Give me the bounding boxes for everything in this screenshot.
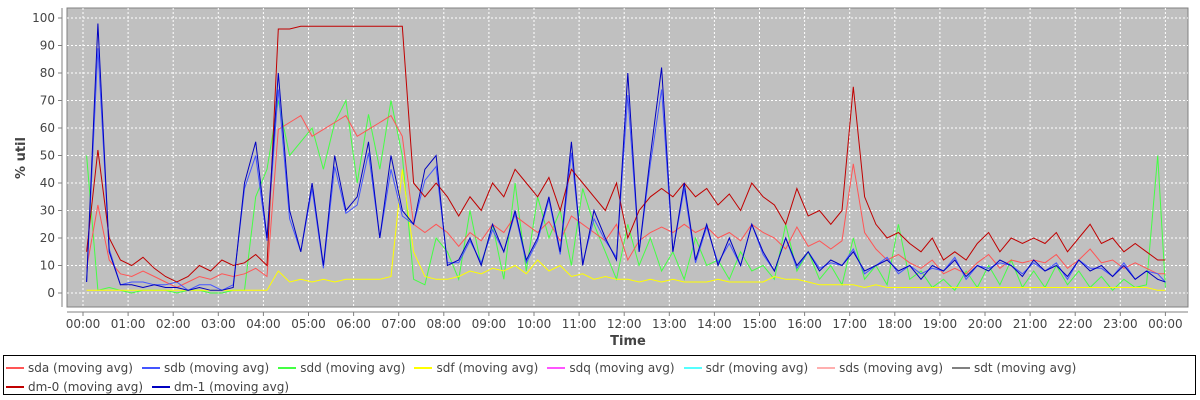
legend-swatch	[817, 366, 836, 369]
y-tick-label: 60	[40, 121, 55, 135]
x-tick-label: 21:00	[1013, 317, 1048, 331]
series-line-sdb	[86, 48, 1166, 291]
y-tick-label: 40	[40, 176, 55, 190]
x-tick-label: 00:00	[1148, 317, 1183, 331]
legend-swatch	[278, 366, 297, 369]
legend-item-sdq: sdq (moving avg)	[547, 358, 675, 377]
x-tick-label: 19:00	[923, 317, 958, 331]
legend-item-sda: sda (moving avg)	[6, 358, 133, 377]
x-tick-label: 15:00	[742, 317, 777, 331]
legend-label: dm-0 (moving avg)	[28, 379, 144, 394]
legend-label: sdf (moving avg)	[436, 360, 539, 375]
legend: sda (moving avg) sdb (moving avg) sdd (mov…	[3, 355, 1196, 395]
series-lines	[86, 23, 1166, 294]
legend-label: sds (moving avg)	[839, 360, 944, 375]
legend-label: sda (moving avg)	[28, 360, 133, 375]
legend-swatch	[152, 385, 171, 388]
x-tick-label: 01:00	[111, 317, 146, 331]
legend-swatch	[683, 366, 702, 369]
x-tick-label: 03:00	[201, 317, 236, 331]
x-tick-label: 20:00	[968, 317, 1003, 331]
legend-label: sdb (moving avg)	[163, 360, 270, 375]
y-tick-label: 10	[40, 259, 55, 273]
x-tick-label: 06:00	[336, 317, 371, 331]
legend-label: sdq (moving avg)	[569, 360, 675, 375]
x-tick-label: 04:00	[246, 317, 281, 331]
legend-swatch	[952, 366, 971, 369]
y-tick-label: 90	[40, 39, 55, 53]
legend-item-sdf: sdf (moving avg)	[414, 358, 538, 377]
x-tick-label: 11:00	[562, 317, 597, 331]
legend-item-dm-1: dm-1 (moving avg)	[152, 377, 289, 396]
x-tick-label: 22:00	[1058, 317, 1093, 331]
y-tick-label: 100	[32, 11, 55, 25]
utilization-chart: 00:00 01:00 02:00 03:00 04:00 05:00 06:00 07:00…	[14, 7, 1189, 349]
x-tick-label: 18:00	[878, 317, 913, 331]
legend-label: sdd (moving avg)	[300, 360, 406, 375]
x-tick-label: 05:00	[291, 317, 326, 331]
tick-labels: 00:00 01:00 02:00 03:00 04:00 05:00 06:00 07:00…	[32, 11, 1183, 331]
legend-item-sds: sds (moving avg)	[817, 358, 943, 377]
series-line-dm-0	[86, 25, 1166, 283]
legend-item-sdb: sdb (moving avg)	[141, 358, 270, 377]
legend-label: sdt (moving avg)	[974, 360, 1077, 375]
series-line-sdf	[86, 169, 1166, 291]
x-tick-label: 10:00	[517, 317, 552, 331]
legend-swatch	[6, 366, 24, 369]
legend-swatch	[141, 366, 160, 369]
legend-swatch	[6, 385, 24, 388]
legend-item-dm-0: dm-0 (moving avg)	[6, 377, 143, 396]
y-tick-label: 80	[40, 66, 55, 80]
x-tick-label: 09:00	[472, 317, 507, 331]
series-line-sda	[86, 114, 1166, 289]
y-tick-label: 20	[40, 231, 55, 245]
legend-label: sdr (moving avg)	[705, 360, 809, 375]
legend-item-sdr: sdr (moving avg)	[683, 358, 809, 377]
x-tick-label: 00:00	[66, 317, 101, 331]
legend-item-sdt: sdt (moving avg)	[952, 358, 1076, 377]
series-line-sdd	[86, 98, 1166, 294]
y-tick-label: 0	[47, 286, 55, 300]
x-axis-title: Time	[610, 334, 646, 349]
x-tick-label: 17:00	[832, 317, 867, 331]
legend-item-sdd: sdd (moving avg)	[278, 358, 405, 377]
plot-area	[66, 7, 1189, 308]
legend-swatch	[414, 366, 433, 369]
x-tick-label: 12:00	[607, 317, 642, 331]
x-tick-label: 16:00	[787, 317, 822, 331]
y-axis-title: % util	[14, 137, 29, 179]
series-line-dm-1	[86, 23, 1166, 291]
x-tick-label: 13:00	[652, 317, 687, 331]
y-tick-label: 30	[40, 204, 55, 218]
x-tick-label: 08:00	[427, 317, 462, 331]
y-tick-label: 50	[40, 149, 55, 163]
legend-swatch	[547, 366, 566, 369]
x-tick-label: 14:00	[697, 317, 732, 331]
x-tick-label: 23:00	[1103, 317, 1138, 331]
x-tick-label: 07:00	[381, 317, 416, 331]
legend-label: dm-1 (moving avg)	[174, 379, 290, 394]
x-tick-label: 02:00	[156, 317, 191, 331]
y-tick-label: 70	[40, 94, 55, 108]
